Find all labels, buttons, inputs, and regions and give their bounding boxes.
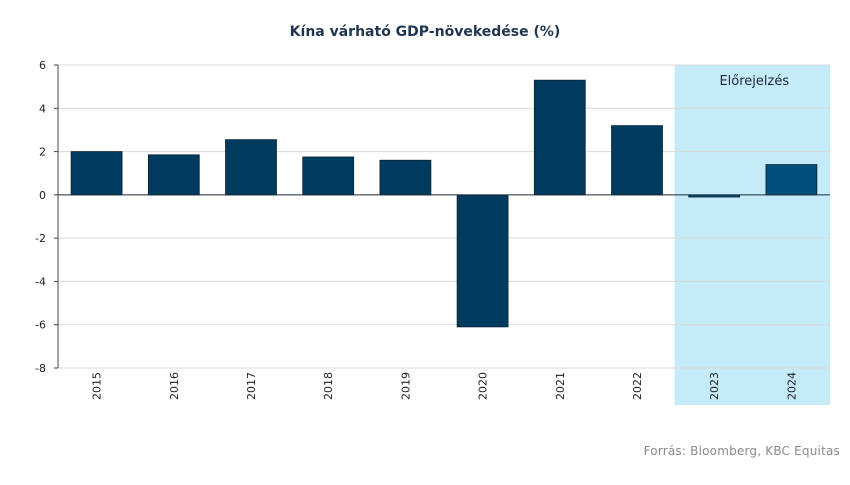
bar-2016 xyxy=(147,154,200,196)
y-tick-label: -4 xyxy=(35,275,46,288)
x-tick-label: 2018 xyxy=(322,372,335,400)
x-tick-label: 2020 xyxy=(477,372,490,400)
bar-2024 xyxy=(765,164,818,196)
bar-2019 xyxy=(379,159,432,196)
y-tick-label: -8 xyxy=(35,362,46,375)
bar-2015 xyxy=(70,151,123,196)
x-tick-label: 2016 xyxy=(168,372,181,400)
bar-2022 xyxy=(611,125,663,196)
x-tick-label: 2022 xyxy=(631,372,644,400)
y-tick-label: 6 xyxy=(39,59,46,72)
bar-2020 xyxy=(456,194,509,328)
bar-2021 xyxy=(533,79,586,196)
y-tick-label: 4 xyxy=(39,102,46,115)
chart-title: Kína várható GDP-növekedése (%) xyxy=(289,24,561,40)
y-tick-label: -6 xyxy=(35,319,46,332)
forecast-label: Előrejelzés xyxy=(719,74,789,89)
y-tick-label: -2 xyxy=(35,232,46,245)
bar-2018 xyxy=(302,156,355,196)
x-tick-label: 2023 xyxy=(708,372,721,400)
x-tick-label: 2019 xyxy=(399,372,412,400)
x-tick-label: 2024 xyxy=(785,372,798,400)
forecast-band xyxy=(674,65,830,405)
y-tick-label: 2 xyxy=(39,146,46,159)
x-tick-label: 2017 xyxy=(245,372,258,400)
x-tick-label: 2021 xyxy=(554,372,567,400)
y-tick-label: 0 xyxy=(39,189,46,202)
source-note: Forrás: Bloomberg, KBC Equitas xyxy=(643,444,840,458)
x-tick-label: 2015 xyxy=(91,372,104,400)
bar-2017 xyxy=(225,139,277,196)
